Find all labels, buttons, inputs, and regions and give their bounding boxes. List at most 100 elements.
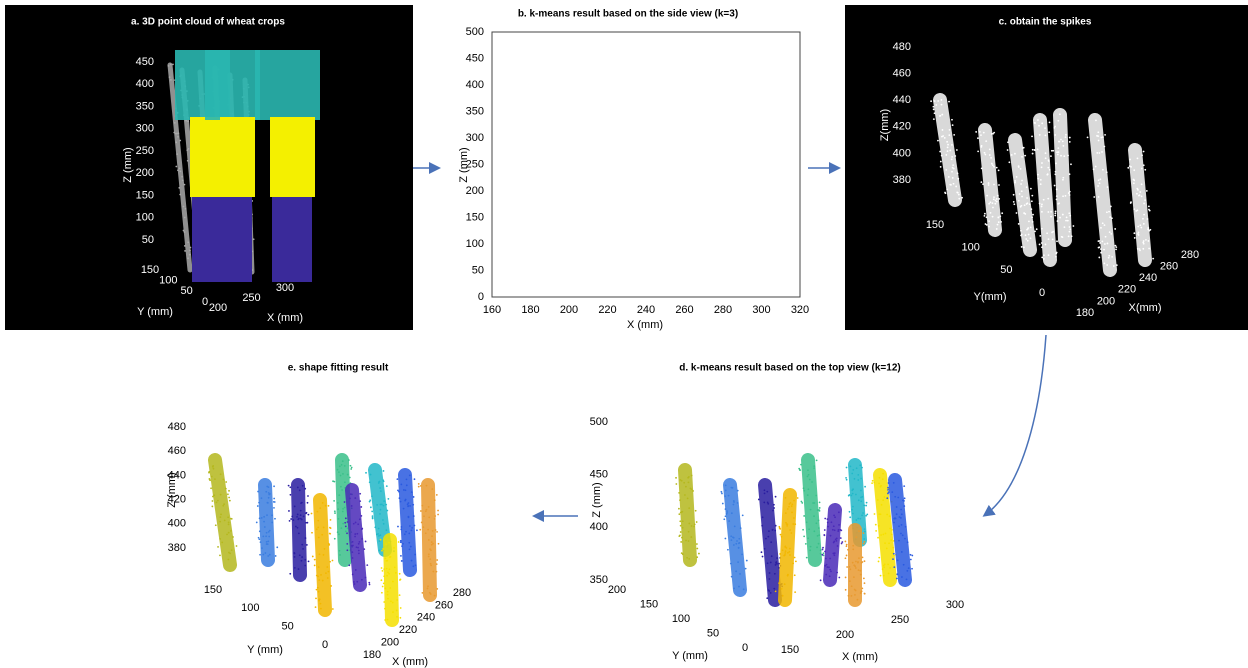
point xyxy=(680,479,683,482)
z-tick-label: 450 xyxy=(136,56,154,68)
z-tick-label: 50 xyxy=(472,264,484,276)
point xyxy=(184,207,187,210)
point xyxy=(997,216,1000,219)
point xyxy=(1097,179,1100,182)
point xyxy=(1112,265,1115,267)
point xyxy=(862,577,865,580)
point xyxy=(1100,248,1102,250)
point xyxy=(813,530,816,533)
point xyxy=(883,563,886,566)
point xyxy=(374,526,377,529)
point xyxy=(800,500,803,503)
point xyxy=(802,528,804,531)
y-tick-label: 100 xyxy=(672,613,690,625)
x-tick-label: 240 xyxy=(1139,272,1157,284)
point xyxy=(804,542,807,545)
point xyxy=(847,594,850,597)
point xyxy=(208,471,210,474)
point xyxy=(935,104,938,106)
point xyxy=(343,464,346,467)
point xyxy=(681,526,684,529)
point xyxy=(698,552,700,555)
point xyxy=(1044,152,1047,155)
point xyxy=(941,113,944,116)
point xyxy=(857,561,859,564)
point xyxy=(892,558,894,561)
point xyxy=(1035,228,1038,231)
y-tick-label: 0 xyxy=(202,296,208,308)
point xyxy=(295,525,297,528)
point xyxy=(1092,168,1095,171)
point xyxy=(399,607,402,609)
point xyxy=(684,494,686,496)
point xyxy=(739,527,742,529)
point xyxy=(1137,225,1140,228)
point xyxy=(1001,212,1004,215)
point xyxy=(1130,201,1132,204)
point xyxy=(685,539,687,542)
point xyxy=(692,490,694,492)
point xyxy=(1070,163,1072,166)
point xyxy=(1041,227,1043,230)
point xyxy=(1094,165,1097,168)
point xyxy=(1100,226,1102,229)
point xyxy=(899,517,902,519)
point xyxy=(228,551,230,554)
point xyxy=(1065,219,1067,222)
axis-label: Y (mm) xyxy=(247,644,283,656)
point xyxy=(1022,246,1025,249)
point xyxy=(781,549,784,552)
point xyxy=(338,533,340,536)
point xyxy=(322,526,325,529)
point xyxy=(978,131,981,133)
point xyxy=(386,590,389,593)
x-tick-label: 220 xyxy=(1118,284,1136,296)
point xyxy=(989,211,992,214)
point xyxy=(297,568,300,570)
point xyxy=(855,493,857,496)
point xyxy=(849,568,852,571)
point xyxy=(852,548,855,551)
point xyxy=(304,558,307,561)
point xyxy=(776,562,778,565)
point xyxy=(428,516,431,519)
x-tick-label: 200 xyxy=(1097,295,1115,307)
point xyxy=(318,553,321,556)
point xyxy=(1065,133,1067,136)
point xyxy=(844,576,847,579)
point xyxy=(1031,221,1034,223)
point xyxy=(736,502,739,504)
point xyxy=(258,538,261,541)
axis-label: Z (mm) xyxy=(591,482,603,517)
point xyxy=(952,167,955,170)
point xyxy=(336,468,339,471)
point xyxy=(1143,213,1145,216)
x-tick-label: 180 xyxy=(1076,307,1094,319)
point xyxy=(350,468,353,470)
point xyxy=(337,517,340,520)
point xyxy=(1010,154,1013,156)
point xyxy=(1041,162,1043,164)
point xyxy=(825,573,828,576)
point xyxy=(803,489,806,492)
point xyxy=(354,497,357,499)
point xyxy=(808,528,811,531)
point xyxy=(947,143,949,146)
point xyxy=(879,513,882,516)
point xyxy=(187,257,189,260)
point xyxy=(1052,149,1055,152)
point xyxy=(421,504,424,507)
point xyxy=(433,518,436,520)
point xyxy=(268,529,271,532)
point xyxy=(760,551,763,554)
point xyxy=(985,223,988,226)
point xyxy=(733,525,736,528)
point xyxy=(866,513,869,516)
point xyxy=(226,493,229,496)
z-tick-label: 300 xyxy=(466,132,484,144)
point xyxy=(785,521,787,524)
point xyxy=(882,499,885,502)
point xyxy=(314,606,317,609)
point xyxy=(321,501,324,504)
point xyxy=(818,509,820,511)
